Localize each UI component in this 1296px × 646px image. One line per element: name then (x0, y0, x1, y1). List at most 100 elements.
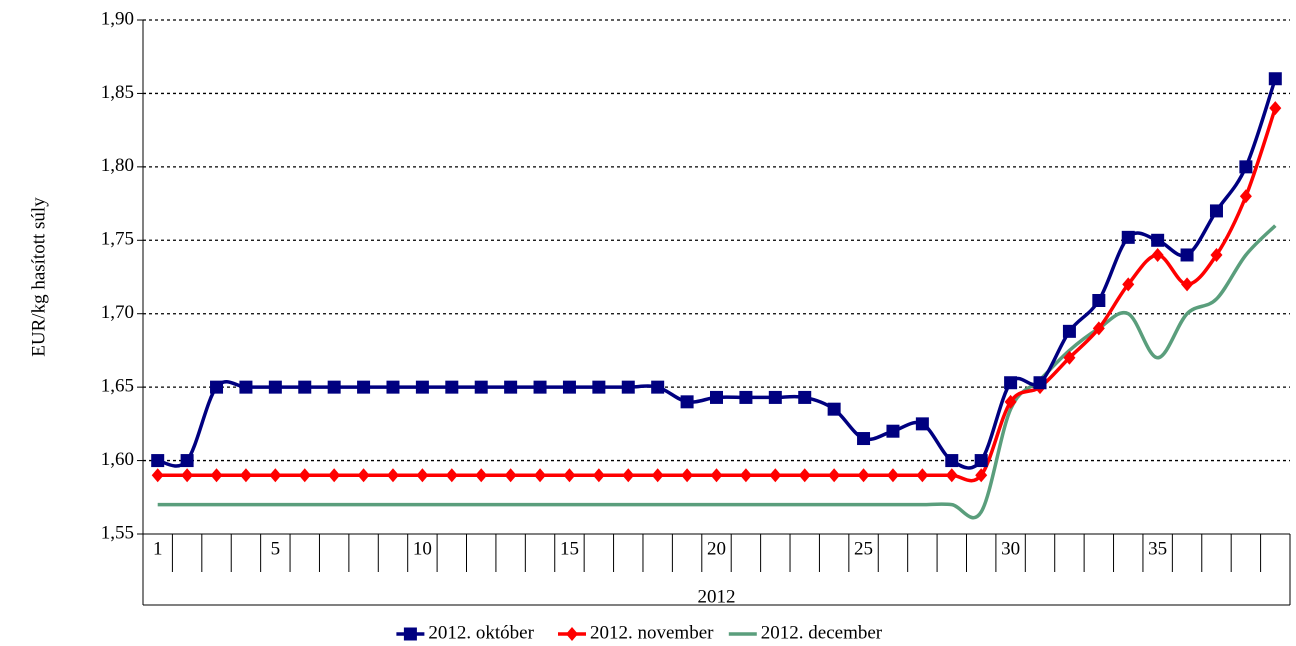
data-point (181, 468, 194, 483)
series-line (157, 78, 1277, 470)
data-point (710, 468, 723, 483)
x-tick-label: 30 (1001, 538, 1020, 559)
legend: 2012. október 2012. november 2012. decembe… (396, 622, 883, 643)
y-tick-label: 1,55 (101, 522, 134, 543)
data-point (1004, 394, 1017, 409)
y-tick-label: 1,90 (101, 8, 134, 29)
data-point (386, 380, 400, 394)
data-point (1004, 376, 1018, 390)
data-point (915, 417, 929, 431)
data-point (180, 454, 194, 468)
data-point (1151, 233, 1165, 247)
data-point (974, 454, 988, 468)
data-point (622, 468, 635, 483)
data-point (475, 468, 488, 483)
data-point (357, 380, 371, 394)
data-point (621, 380, 635, 394)
data-point (592, 468, 605, 483)
data-point (210, 380, 224, 394)
data-point (504, 380, 518, 394)
y-axis-label: EUR/kg hasított súly (28, 197, 49, 357)
legend-label: 2012. október (428, 622, 534, 643)
data-point (827, 402, 841, 416)
legend-label: 2012. december (761, 622, 883, 643)
data-point (1269, 101, 1282, 116)
data-point (710, 390, 723, 404)
data-point (1062, 324, 1076, 338)
data-point (1268, 72, 1282, 86)
data-point (445, 380, 459, 394)
series-line (157, 107, 1277, 483)
y-tick-label: 1,70 (101, 302, 134, 323)
data-point (445, 468, 458, 483)
data-point (886, 424, 900, 438)
data-point (239, 380, 253, 394)
data-point (298, 380, 312, 394)
data-point (416, 468, 429, 483)
data-point (1209, 204, 1223, 218)
data-point (975, 468, 988, 483)
data-point (680, 395, 694, 409)
data-point (504, 468, 517, 483)
data-point (651, 380, 665, 394)
y-tick-label: 1,80 (101, 155, 134, 176)
data-point (151, 454, 165, 468)
data-point (386, 468, 399, 483)
data-point (651, 468, 664, 483)
data-point (239, 468, 252, 483)
y-tick-label: 1,65 (101, 376, 134, 397)
data-point (945, 454, 959, 468)
x-tick-label: 35 (1148, 538, 1167, 559)
x-tick-label: 1 (153, 538, 163, 559)
data-point (768, 390, 782, 404)
data-point (798, 390, 812, 404)
data-point (828, 468, 841, 483)
data-point (563, 468, 576, 483)
data-point (1180, 248, 1194, 262)
data-point (533, 380, 547, 394)
x-tick-label: 20 (707, 538, 726, 559)
data-point (415, 380, 429, 394)
data-point (798, 468, 811, 483)
data-point (1151, 247, 1164, 262)
x-group-label: 2012 (698, 586, 736, 607)
data-point (1122, 277, 1135, 292)
data-point (857, 468, 870, 483)
data-point (562, 380, 576, 394)
data-point (210, 468, 223, 483)
data-point (534, 468, 547, 483)
x-tick-label: 25 (854, 538, 873, 559)
data-point (1239, 160, 1253, 174)
data-point (857, 432, 871, 446)
data-point (681, 468, 694, 483)
legend-marker (403, 627, 417, 641)
data-point (1033, 376, 1047, 390)
x-tick-label: 10 (413, 538, 432, 559)
data-point (769, 468, 782, 483)
data-point (886, 468, 899, 483)
data-point (151, 468, 164, 483)
data-point (916, 468, 929, 483)
data-point (328, 468, 341, 483)
data-point (739, 468, 752, 483)
data-point (327, 380, 341, 394)
data-point (269, 468, 282, 483)
data-point (1181, 277, 1194, 292)
data-point (1239, 189, 1252, 204)
data-point (268, 380, 282, 394)
data-point (1063, 350, 1076, 365)
data-point (1092, 293, 1106, 307)
data-point (1121, 230, 1135, 244)
data-point (1092, 321, 1105, 336)
data-point (1210, 247, 1223, 262)
y-tick-label: 1,75 (101, 229, 134, 250)
data-point (945, 468, 958, 483)
y-tick-label: 1,85 (101, 82, 134, 103)
legend-marker (566, 627, 578, 641)
data-point (739, 390, 753, 404)
y-tick-label: 1,60 (101, 449, 134, 470)
legend-label: 2012. november (590, 622, 714, 643)
data-point (592, 380, 606, 394)
data-point (474, 380, 488, 394)
